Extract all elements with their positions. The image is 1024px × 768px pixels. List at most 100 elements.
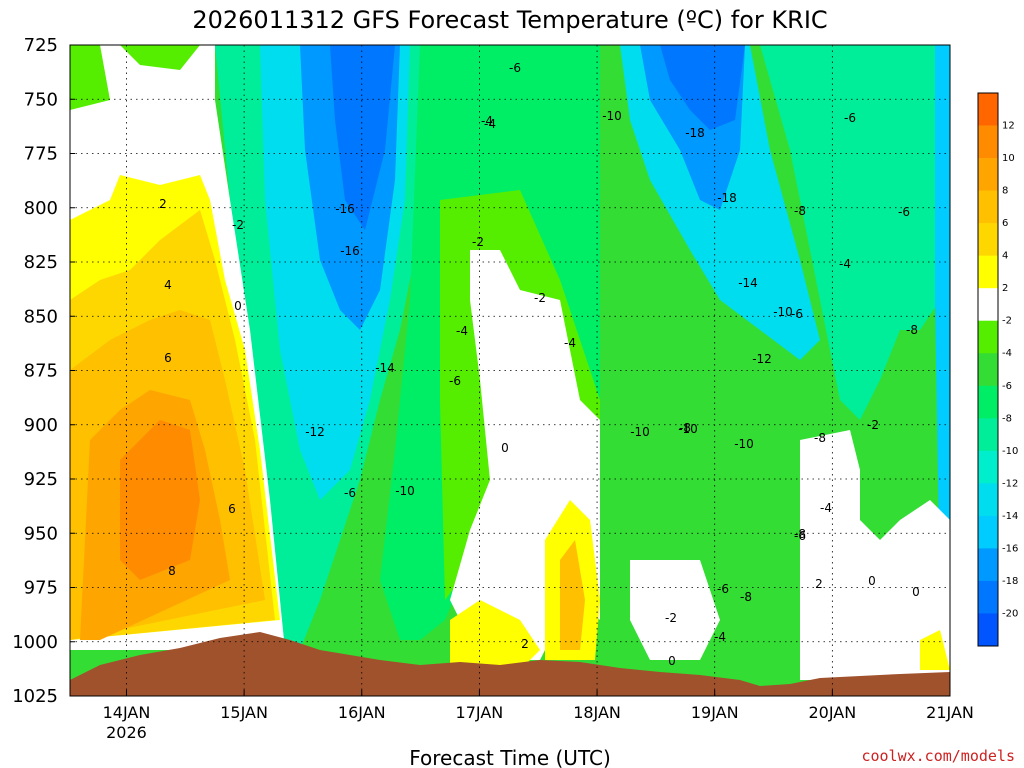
- contour-label: -12: [305, 425, 325, 439]
- contour-label: 2: [815, 577, 823, 591]
- contour-label: -4: [564, 336, 576, 350]
- temperature-fill: [70, 45, 950, 696]
- contour-label: -18: [717, 191, 737, 205]
- contour-label: -14: [375, 361, 395, 375]
- y-tick-label: 825: [24, 252, 58, 273]
- colorbar-swatch: [978, 515, 998, 549]
- contour-label: -6: [794, 529, 806, 543]
- y-tick-label: 900: [24, 415, 58, 436]
- x-tick-label: 21JAN: [926, 703, 974, 722]
- colorbar-tick-label: 12: [1002, 121, 1015, 132]
- colorbar-tick-label: -10: [1002, 446, 1018, 457]
- x-tick-label: 17JAN: [456, 703, 504, 722]
- contour-label: -6: [717, 582, 729, 596]
- colorbar-swatch: [978, 418, 998, 452]
- contour-label: -6: [344, 486, 356, 500]
- contour-label: -16: [335, 202, 355, 216]
- contour-label: -6: [898, 205, 910, 219]
- colorbar-tick-label: -18: [1002, 576, 1018, 587]
- x-axis-label: Forecast Time (UTC): [409, 746, 611, 768]
- contour-label: 6: [164, 351, 172, 365]
- colorbar-tick-label: 6: [1002, 218, 1008, 229]
- contour-label: 0: [668, 654, 676, 668]
- colorbar-swatch: [978, 450, 998, 484]
- contour-label: 2: [521, 637, 529, 651]
- contour-label: -4: [484, 117, 496, 131]
- x-tick-label: 18JAN: [573, 703, 621, 722]
- contour-label: -8: [794, 204, 806, 218]
- contour-label: -4: [456, 324, 468, 338]
- contour-label: -2: [472, 235, 484, 249]
- contour-label: 0: [912, 585, 920, 599]
- contour-label: -10: [734, 437, 754, 451]
- colorbar-tick-label: 10: [1002, 153, 1015, 164]
- colorbar-tick-label: -20: [1002, 608, 1018, 619]
- colorbar-frame: [977, 92, 999, 647]
- contour-label: -6: [449, 374, 461, 388]
- y-tick-label: 725: [24, 35, 58, 56]
- contour-label: -10: [773, 305, 793, 319]
- colorbar-tick-label: -6: [1002, 381, 1012, 392]
- colorbar-swatch: [978, 190, 998, 224]
- colorbar-tick-label: 2: [1002, 283, 1008, 294]
- contour-label: -8: [906, 323, 918, 337]
- x-tick-label: 16JAN: [338, 703, 386, 722]
- colorbar-tick-label: 8: [1002, 186, 1008, 197]
- y-tick-label: 975: [24, 578, 58, 599]
- colorbar-tick-label: -8: [1002, 413, 1012, 424]
- contour-label: -10: [630, 425, 650, 439]
- grid-lines: [70, 45, 950, 696]
- contour-label: 0: [234, 299, 242, 313]
- colorbar-swatch: [978, 320, 998, 354]
- credit-link[interactable]: coolwx.com/models: [861, 747, 1015, 765]
- contour-label: -10: [602, 109, 622, 123]
- x-tick-label: 20JAN: [808, 703, 856, 722]
- colorbar-swatch: [978, 548, 998, 582]
- contour-label: -4: [839, 257, 851, 271]
- contour-label: -6: [509, 61, 521, 75]
- contour-label: -18: [685, 126, 705, 140]
- contour-label: -6: [844, 111, 856, 125]
- y-tick-label: 775: [24, 144, 58, 165]
- x-tick-label: 19JAN: [691, 703, 739, 722]
- colorbar-swatch: [978, 93, 998, 127]
- contour-label: -4: [714, 630, 726, 644]
- colorbar-swatch: [978, 353, 998, 387]
- contour-label: -10: [395, 484, 415, 498]
- colorbar-tick-label: -4: [1002, 348, 1012, 359]
- colorbar-tick-label: -14: [1002, 511, 1018, 522]
- contour-label: -6: [791, 307, 803, 321]
- y-tick-label: 750: [24, 89, 58, 110]
- colorbar-swatch: [978, 385, 998, 419]
- contour-label: -12: [752, 352, 772, 366]
- colorbar-swatch: [978, 483, 998, 517]
- x-tick-label: 15JAN: [220, 703, 268, 722]
- contour-label: 0: [868, 574, 876, 588]
- y-tick-label: 925: [24, 469, 58, 490]
- contour-label: -2: [534, 291, 546, 305]
- colorbar-swatch: [978, 288, 998, 322]
- colorbar-tick-label: 4: [1002, 251, 1008, 262]
- contour-label: -16: [340, 244, 360, 258]
- y-tick-label: 850: [24, 306, 58, 327]
- y-tick-label: 800: [24, 198, 58, 219]
- contour-label: -8: [740, 590, 752, 604]
- contour-label: 2: [159, 197, 167, 211]
- contour-label: -8: [679, 421, 691, 435]
- y-tick-label: 875: [24, 361, 58, 382]
- contour-label: -8: [794, 527, 806, 541]
- contour-label: 6: [228, 502, 236, 516]
- contour-label: -2: [232, 218, 244, 232]
- colorbar-swatch: [978, 255, 998, 289]
- colorbar-swatch: [978, 613, 998, 647]
- contour-label: -4: [820, 501, 832, 515]
- contour-label: 8: [168, 564, 176, 578]
- x-tick-label: 14JAN: [103, 703, 151, 722]
- colorbar-swatch: [978, 580, 998, 614]
- colorbar-tick-label: -2: [1002, 316, 1012, 327]
- contour-label: -10: [678, 422, 698, 436]
- chart-title: 2026011312 GFS Forecast Temperature (ºC)…: [192, 6, 827, 34]
- y-tick-label: 950: [24, 523, 58, 544]
